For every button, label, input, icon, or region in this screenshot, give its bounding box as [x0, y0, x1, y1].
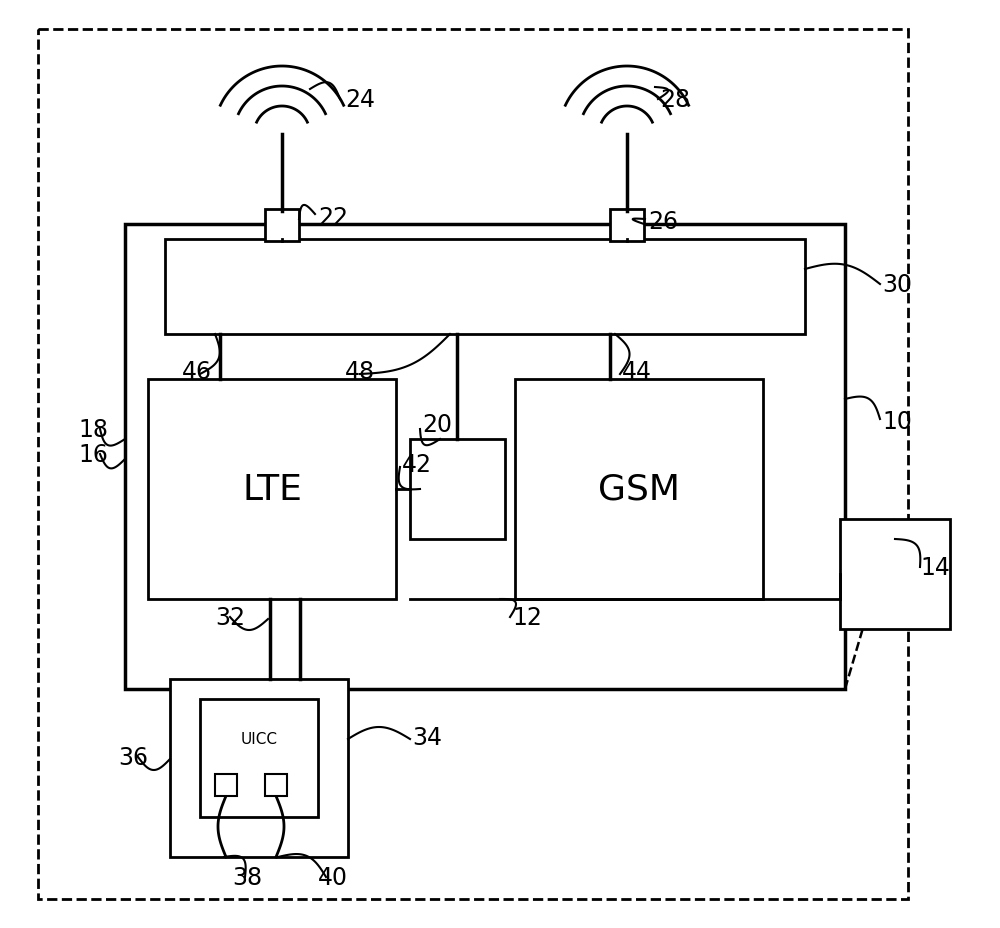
Text: 38: 38: [232, 865, 262, 889]
Text: 48: 48: [345, 360, 375, 383]
Text: GSM: GSM: [598, 472, 680, 507]
Text: 20: 20: [422, 413, 452, 436]
Bar: [215, 774, 237, 796]
Bar: [125, 225, 845, 690]
Bar: [265, 774, 287, 796]
Text: 46: 46: [182, 360, 212, 383]
Bar: [148, 380, 396, 599]
Text: 32: 32: [215, 605, 245, 629]
Text: 44: 44: [622, 360, 652, 383]
Bar: [200, 699, 318, 818]
Text: LTE: LTE: [242, 472, 302, 507]
Text: 36: 36: [118, 745, 148, 769]
Text: 12: 12: [512, 605, 542, 629]
Text: 26: 26: [648, 210, 678, 234]
Text: 28: 28: [660, 88, 690, 112]
Bar: [265, 210, 299, 241]
Text: 18: 18: [78, 418, 108, 442]
Bar: [170, 679, 348, 857]
Bar: [165, 239, 805, 335]
Text: UICC: UICC: [241, 731, 278, 747]
Text: 22: 22: [318, 206, 348, 230]
Text: 42: 42: [402, 453, 432, 476]
Bar: [610, 210, 644, 241]
Bar: [840, 520, 950, 629]
Bar: [410, 440, 505, 539]
Bar: [515, 380, 763, 599]
Bar: [38, 30, 908, 899]
Text: 24: 24: [345, 88, 375, 112]
Text: 16: 16: [78, 443, 108, 467]
Text: 10: 10: [882, 409, 912, 433]
Text: 34: 34: [412, 725, 442, 749]
Text: 14: 14: [920, 555, 950, 579]
Text: 30: 30: [882, 273, 912, 297]
Text: 40: 40: [318, 865, 348, 889]
